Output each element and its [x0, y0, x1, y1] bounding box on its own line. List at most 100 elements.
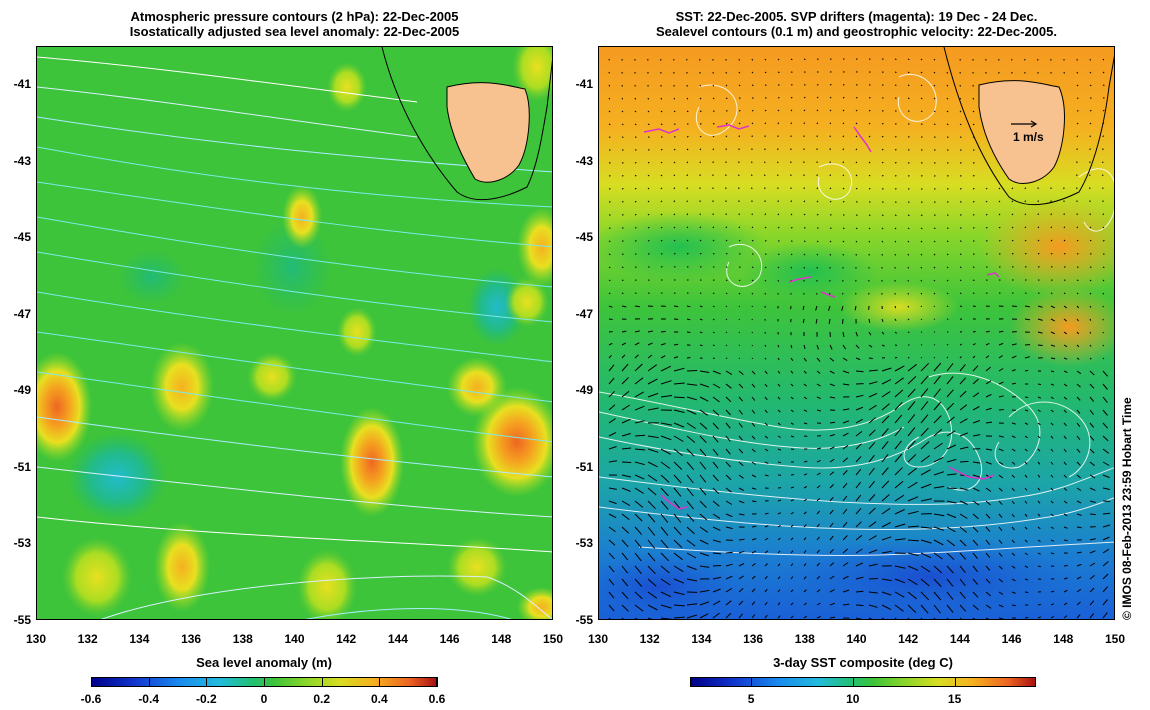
velocity-arrow: [1063, 422, 1067, 427]
velocity-arrow: [686, 539, 696, 547]
sst-map[interactable]: 1 m/s: [598, 46, 1115, 620]
velocity-arrow: [751, 474, 757, 478]
velocity-arrow: [647, 448, 659, 453]
velocity-arrow: [712, 552, 722, 555]
velocity-arrow: [998, 591, 1004, 595]
velocity-arrow: [673, 382, 685, 385]
velocity-arrow: [803, 460, 808, 463]
velocity-arrow: [998, 578, 1004, 583]
velocity-arrow: [920, 427, 929, 437]
velocity-arrow: [933, 356, 936, 359]
velocity-arrow: [946, 500, 957, 504]
velocity-arrow: [855, 576, 864, 580]
velocity-arrow: [647, 200, 650, 203]
sla-field: [37, 47, 552, 619]
velocity-arrow: [1050, 487, 1054, 491]
velocity-arrow: [621, 513, 630, 520]
velocity-arrow: [842, 603, 850, 606]
velocity-arrow: [621, 390, 630, 398]
velocity-arrow: [829, 548, 834, 554]
velocity-arrow: [842, 200, 845, 203]
velocity-arrow: [959, 123, 962, 126]
velocity-arrow: [790, 524, 794, 528]
velocity-arrow: [985, 342, 990, 346]
velocity-arrow: [725, 383, 732, 389]
velocity-arrow: [998, 381, 1004, 385]
velocity-arrow: [686, 383, 698, 386]
velocity-arrow: [920, 483, 932, 489]
velocity-arrow: [738, 292, 741, 295]
velocity-arrow: [1089, 613, 1095, 619]
velocity-arrow: [738, 331, 741, 334]
velocity-arrow: [998, 552, 1003, 557]
velocity-arrow: [842, 535, 848, 541]
velocity-arrow: [608, 390, 615, 398]
velocity-arrow: [764, 109, 767, 112]
velocity-arrow: [712, 539, 721, 543]
velocity-arrow: [855, 161, 858, 164]
velocity-arrow: [959, 526, 968, 533]
velocity-arrow: [920, 266, 923, 269]
sea-level-anomaly-map[interactable]: [36, 46, 553, 620]
velocity-arrow: [647, 97, 650, 100]
velocity-arrow: [855, 456, 862, 463]
velocity-arrow: [673, 604, 685, 607]
velocity-arrow: [959, 418, 968, 424]
velocity-arrow: [1089, 279, 1092, 282]
velocity-arrow: [764, 213, 767, 216]
lon-tick-label: 148: [1053, 632, 1074, 646]
velocity-arrow: [1024, 356, 1030, 359]
velocity-arrow: [790, 253, 793, 256]
velocity-arrow: [842, 444, 849, 450]
velocity-arrow: [985, 513, 991, 519]
velocity-arrow: [1063, 500, 1068, 504]
velocity-arrow: [894, 523, 906, 528]
velocity-arrow: [933, 362, 942, 372]
velocity-arrow: [1089, 370, 1095, 376]
velocity-arrow: [959, 487, 969, 491]
lon-tick-label: 130: [587, 632, 609, 646]
velocity-arrow: [868, 604, 878, 608]
velocity-arrow: [803, 383, 807, 387]
velocity-arrow: [855, 148, 858, 151]
velocity-arrow: [946, 526, 956, 533]
velocity-arrow: [790, 96, 793, 99]
velocity-arrow: [894, 565, 906, 569]
velocity-arrow: [699, 487, 707, 496]
velocity-arrow: [621, 97, 624, 100]
velocity-arrow: [972, 378, 979, 385]
velocity-arrow: [842, 457, 849, 463]
velocity-arrow: [738, 370, 744, 375]
velocity-arrow: [985, 552, 991, 559]
velocity-arrow: [894, 538, 906, 541]
velocity-arrow: [946, 539, 956, 547]
lat-tick-label: -53: [13, 536, 31, 551]
velocity-arrow: [660, 422, 672, 426]
velocity-arrow: [673, 396, 685, 399]
velocity-arrow: [621, 188, 624, 190]
velocity-arrow: [712, 422, 719, 430]
velocity-arrow: [946, 279, 949, 282]
velocity-arrow: [998, 435, 1004, 438]
velocity-arrow: [816, 344, 819, 350]
velocity-arrow: [764, 601, 768, 606]
velocity-arrow: [1037, 474, 1041, 478]
velocity-arrow: [933, 539, 944, 546]
velocity-arrow: [816, 187, 819, 190]
velocity-arrow: [959, 253, 962, 255]
velocity-arrow: [946, 84, 949, 87]
velocity-arrow: [686, 370, 698, 372]
velocity-arrow: [803, 511, 807, 515]
velocity-arrow: [946, 458, 957, 463]
velocity-arrow: [647, 110, 650, 113]
velocity-arrow: [1011, 552, 1016, 556]
velocity-arrow: [946, 292, 949, 295]
velocity-arrow: [764, 409, 768, 414]
velocity-arrow: [777, 499, 782, 502]
velocity-arrow: [634, 487, 644, 494]
velocity-arrow: [725, 331, 728, 334]
velocity-arrow: [998, 617, 1004, 619]
velocity-arrow: [907, 427, 916, 437]
velocity-arrow: [1011, 213, 1014, 216]
velocity-arrow: [764, 435, 769, 439]
